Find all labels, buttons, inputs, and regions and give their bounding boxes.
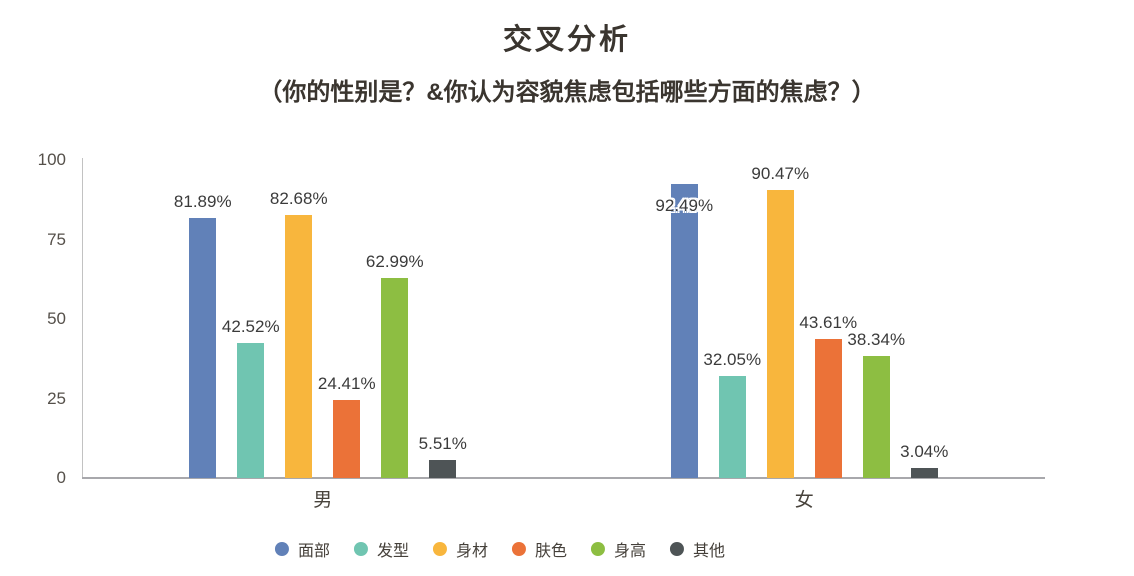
legend-label: 身高 — [614, 543, 647, 560]
legend-swatch-icon — [670, 542, 685, 556]
bar-c0-s2 — [285, 215, 313, 478]
legend: 面部 发型 身材 肤色 身高 其他 — [274, 537, 725, 561]
bar-value-label: 90.47% — [751, 164, 810, 184]
bar-c1-s2 — [766, 190, 794, 478]
legend-item: 肤色 — [512, 537, 567, 561]
chart-subtitle: （你的性别是？&你认为容貌焦虑包括哪些方面的焦虑？） — [258, 79, 876, 106]
legend-item: 身材 — [432, 537, 488, 561]
bar-c0-s4 — [381, 277, 409, 478]
legend-item: 发型 — [353, 537, 409, 561]
bar-c1-s3 — [814, 339, 842, 478]
bar-c1-s0 — [670, 183, 698, 478]
legend-label: 发型 — [376, 543, 409, 560]
bar-value-label: 92.49% — [655, 195, 714, 215]
legend-item: 面部 — [274, 537, 330, 561]
legend-swatch-icon — [274, 542, 289, 556]
legend-swatch-icon — [591, 542, 606, 556]
legend-label: 身材 — [455, 543, 488, 560]
bar-value-label: 42.52% — [221, 316, 280, 336]
bar-c0-s0 — [189, 217, 217, 478]
bar-value-label: 62.99% — [365, 251, 424, 271]
bar-value-label: 32.05% — [703, 350, 762, 370]
y-tick-label: 25 — [47, 388, 66, 408]
x-category-label: 男 — [313, 490, 333, 511]
bar-c0-s1 — [237, 342, 265, 478]
legend-swatch-icon — [512, 542, 526, 556]
bar-value-label: 24.41% — [317, 374, 376, 394]
legend-swatch-icon — [432, 542, 447, 556]
x-category-label: 女 — [794, 490, 814, 511]
legend-label: 肤色 — [535, 543, 568, 560]
bar-c0-s3 — [333, 400, 361, 478]
bar-c1-s5 — [910, 468, 938, 478]
bar-c1-s4 — [862, 356, 890, 478]
bar-value-label: 82.68% — [269, 189, 328, 209]
y-tick-label: 100 — [37, 150, 66, 169]
bar-c1-s1 — [718, 376, 746, 478]
y-tick-label: 50 — [47, 309, 66, 328]
chart-title: 交叉分析 — [502, 24, 631, 56]
x-axis-line — [82, 477, 1045, 479]
bar-value-label: 3.04% — [900, 442, 949, 462]
bar-value-label: 38.34% — [847, 330, 906, 350]
legend-item: 其他 — [670, 537, 725, 561]
legend-item: 身高 — [591, 537, 646, 561]
legend-label: 其他 — [693, 543, 726, 560]
y-tick-label: 75 — [47, 229, 66, 249]
legend-label: 面部 — [297, 543, 330, 560]
bar-value-label: 5.51% — [418, 434, 467, 454]
y-axis-line — [82, 158, 83, 478]
bar-value-label: 43.61% — [799, 313, 858, 333]
bar-c0-s5 — [429, 460, 457, 478]
y-tick-label: 0 — [56, 468, 66, 487]
legend-swatch-icon — [353, 542, 368, 556]
bar-value-label: 81.89% — [173, 191, 232, 211]
